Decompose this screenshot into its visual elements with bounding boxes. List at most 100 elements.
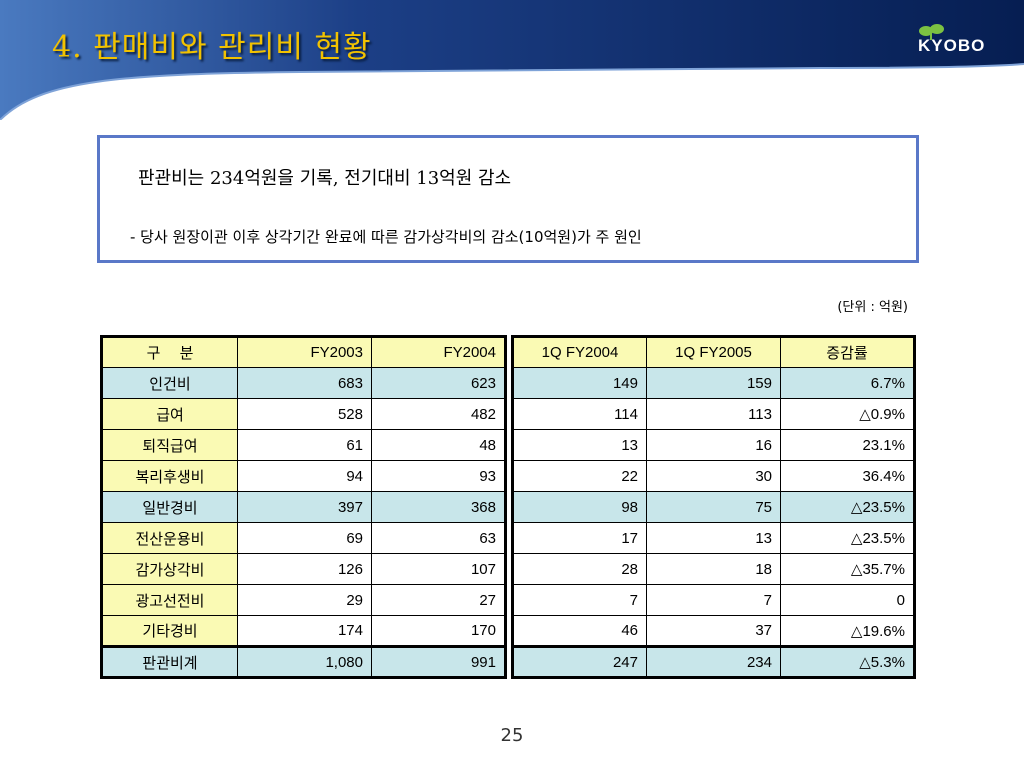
q2005-value: 159 — [646, 367, 781, 399]
header-background — [0, 0, 1024, 120]
row-label: 급여 — [101, 398, 238, 430]
table-row: 149 159 6.7% — [512, 367, 915, 399]
header-change-rate: 증감률 — [780, 336, 915, 368]
fy2004-value: 991 — [371, 645, 506, 678]
q2005-value: 18 — [646, 553, 781, 585]
table-row: 인건비 683 623 — [101, 367, 506, 399]
q2004-value: 22 — [512, 460, 647, 492]
fy2004-value: 48 — [371, 429, 506, 461]
q2004-value: 7 — [512, 584, 647, 616]
row-label: 인건비 — [101, 367, 238, 399]
q2004-value: 98 — [512, 491, 647, 523]
fy2003-value: 69 — [237, 522, 372, 554]
table-header-row: 1Q FY2004 1Q FY2005 증감률 — [512, 336, 915, 368]
table-row: 7 7 0 — [512, 584, 915, 616]
fy2004-value: 107 — [371, 553, 506, 585]
q2005-value: 16 — [646, 429, 781, 461]
fy2003-value: 126 — [237, 553, 372, 585]
summary-box: 판관비는 234억원을 기록, 전기대비 13억원 감소 - 당사 원장이관 이… — [97, 135, 919, 263]
q2004-value: 13 — [512, 429, 647, 461]
header-category: 구 분 — [101, 336, 238, 368]
table-row: 급여 528 482 — [101, 398, 506, 430]
row-label: 기타경비 — [101, 615, 238, 647]
fy2004-value: 170 — [371, 615, 506, 647]
table-total-row: 판관비계 1,080 991 — [101, 645, 506, 678]
kyobo-logo: KYOBO — [918, 22, 988, 62]
fy2003-value: 528 — [237, 398, 372, 430]
table-row: 46 37 △19.6% — [512, 615, 915, 647]
table-row: 전산운용비 69 63 — [101, 522, 506, 554]
rate-value: △35.7% — [780, 553, 915, 585]
fy2004-value: 482 — [371, 398, 506, 430]
rate-value: 6.7% — [780, 367, 915, 399]
fy2004-value: 368 — [371, 491, 506, 523]
table-row: 감가상각비 126 107 — [101, 553, 506, 585]
row-label: 광고선전비 — [101, 584, 238, 616]
q2004-value: 149 — [512, 367, 647, 399]
table-row: 22 30 36.4% — [512, 460, 915, 492]
header-fy2003: FY2003 — [237, 336, 372, 368]
table-row: 28 18 △35.7% — [512, 553, 915, 585]
header-band: 4. 판매비와 관리비 현황 KYOBO — [0, 0, 1024, 120]
q2005-value: 13 — [646, 522, 781, 554]
fy2003-value: 1,080 — [237, 645, 372, 678]
table-header-row: 구 분 FY2003 FY2004 — [101, 336, 506, 368]
q2005-value: 113 — [646, 398, 781, 430]
row-label: 판관비계 — [101, 645, 238, 678]
q2005-value: 75 — [646, 491, 781, 523]
header-1q-fy2004: 1Q FY2004 — [512, 336, 647, 368]
rate-value: 23.1% — [780, 429, 915, 461]
row-label: 퇴직급여 — [101, 429, 238, 461]
row-label: 복리후생비 — [101, 460, 238, 492]
row-label: 일반경비 — [101, 491, 238, 523]
table-row: 일반경비 397 368 — [101, 491, 506, 523]
rate-value: △0.9% — [780, 398, 915, 430]
row-label: 전산운용비 — [101, 522, 238, 554]
page-title: 4. 판매비와 관리비 현황 — [52, 30, 372, 65]
q2005-value: 30 — [646, 460, 781, 492]
table-row: 13 16 23.1% — [512, 429, 915, 461]
rate-value: △19.6% — [780, 615, 915, 647]
rate-value: △23.5% — [780, 522, 915, 554]
table-total-row: 247 234 △5.3% — [512, 645, 915, 678]
q2005-value: 7 — [646, 584, 781, 616]
fy2004-value: 27 — [371, 584, 506, 616]
summary-headline: 판관비는 234억원을 기록, 전기대비 13억원 감소 — [138, 168, 512, 189]
logo-text: KYOBO — [918, 36, 986, 55]
table-row: 98 75 △23.5% — [512, 491, 915, 523]
row-label: 감가상각비 — [101, 553, 238, 585]
q2004-value: 28 — [512, 553, 647, 585]
fy2004-value: 63 — [371, 522, 506, 554]
table-row: 복리후생비 94 93 — [101, 460, 506, 492]
page-number: 25 — [500, 725, 524, 746]
table-row: 114 113 △0.9% — [512, 398, 915, 430]
fy2003-value: 683 — [237, 367, 372, 399]
header-1q-fy2005: 1Q FY2005 — [646, 336, 781, 368]
annual-expense-table: 구 분 FY2003 FY2004 인건비 683 623 급여 528 482… — [100, 335, 507, 679]
q2004-value: 247 — [512, 645, 647, 678]
table-row: 퇴직급여 61 48 — [101, 429, 506, 461]
fy2003-value: 397 — [237, 491, 372, 523]
fy2004-value: 93 — [371, 460, 506, 492]
table-row: 광고선전비 29 27 — [101, 584, 506, 616]
q2004-value: 17 — [512, 522, 647, 554]
fy2003-value: 94 — [237, 460, 372, 492]
fy2003-value: 29 — [237, 584, 372, 616]
header-fy2004: FY2004 — [371, 336, 506, 368]
summary-detail: - 당사 원장이관 이후 상각기간 완료에 따른 감가상각비의 감소(10억원)… — [130, 228, 642, 246]
q2004-value: 114 — [512, 398, 647, 430]
fy2003-value: 174 — [237, 615, 372, 647]
leaf-icon — [919, 24, 944, 40]
rate-value: △23.5% — [780, 491, 915, 523]
table-row: 기타경비 174 170 — [101, 615, 506, 647]
fy2004-value: 623 — [371, 367, 506, 399]
rate-value: 36.4% — [780, 460, 915, 492]
q2004-value: 46 — [512, 615, 647, 647]
unit-label: (단위 : 억원) — [837, 300, 908, 315]
rate-value: △5.3% — [780, 645, 915, 678]
quarterly-expense-table: 1Q FY2004 1Q FY2005 증감률 149 159 6.7% 114… — [511, 335, 916, 679]
fy2003-value: 61 — [237, 429, 372, 461]
table-row: 17 13 △23.5% — [512, 522, 915, 554]
q2005-value: 234 — [646, 645, 781, 678]
q2005-value: 37 — [646, 615, 781, 647]
